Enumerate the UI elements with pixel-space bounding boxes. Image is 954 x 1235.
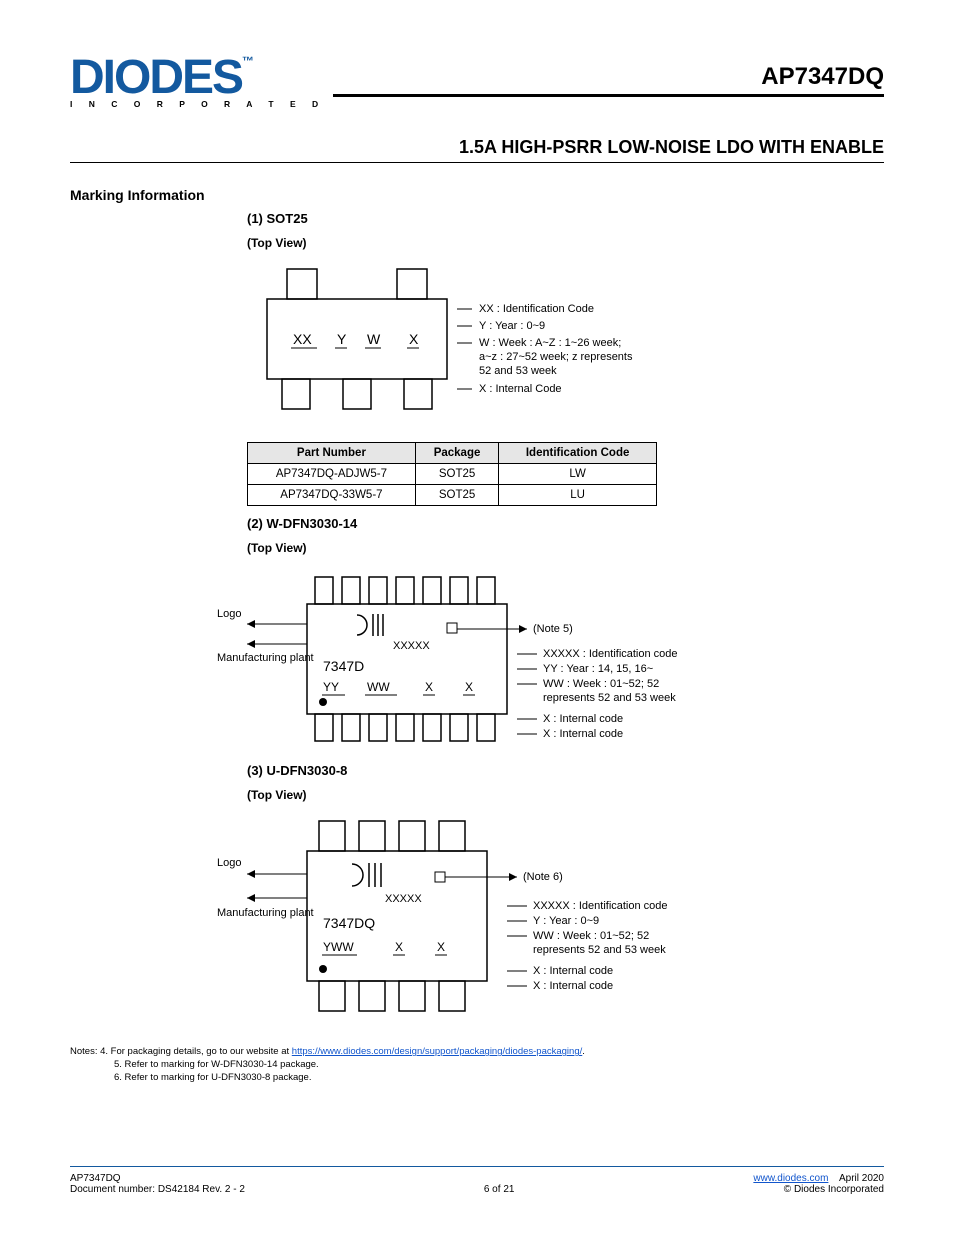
footer-copyright: © Diodes Incorporated (784, 1184, 884, 1195)
note6-text: 6. Refer to marking for U-DFN3030-8 pack… (114, 1072, 311, 1083)
section-marking-info: Marking Information (70, 187, 884, 203)
sot25-code-y: Y (337, 331, 347, 347)
page-footer: AP7347DQ Document number: DS42184 Rev. 2… (70, 1166, 884, 1195)
doc-subtitle: 1.5A HIGH-PSRR LOW-NOISE LDO WITH ENABLE (70, 137, 884, 163)
wdfn14-legend-1: YY : Year : 14, 15, 16~ (543, 663, 653, 675)
wdfn14-part: 7347D (323, 658, 364, 674)
section-sot25: (1) SOT25 (Top View) XX Y W X (247, 211, 707, 506)
sot25-legend-5: X : Internal Code (479, 383, 562, 395)
th-code: Identification Code (499, 443, 657, 464)
sot25-topview: (Top View) (247, 236, 707, 250)
sot25-legend-0: XX : Identification Code (479, 303, 594, 315)
udfn8-legend-3: represents 52 and 53 week (533, 944, 666, 956)
udfn8-x2: X (437, 940, 445, 954)
sot25-code-w: W (367, 331, 381, 347)
sot25-code-x: X (409, 331, 419, 347)
wdfn14-x2: X (465, 680, 473, 694)
wdfn14-label: (2) W-DFN3030-14 (247, 516, 707, 531)
udfn8-topview: (Top View) (247, 788, 707, 802)
wdfn14-topview: (Top View) (247, 541, 707, 555)
footer-part: AP7347DQ (70, 1173, 121, 1184)
notes-block: Notes: 4. For packaging details, go to o… (70, 1046, 884, 1084)
udfn8-legend-2: WW : Week : 01~52; 52 (533, 930, 649, 942)
wdfn14-legend-4: X : Internal code (543, 713, 623, 725)
sot25-code-xx: XX (293, 331, 312, 347)
td-part-1: AP7347DQ-33W5-7 (248, 485, 416, 506)
wdfn14-legend-0: XXXXX : Identification code (543, 648, 678, 660)
wdfn14-xxxxx: XXXXX (393, 640, 430, 652)
td-pkg-0: SOT25 (415, 464, 498, 485)
th-part: Part Number (248, 443, 416, 464)
wdfn14-x1: X (425, 680, 433, 694)
note4-text: Notes: 4. For packaging details, go to o… (70, 1046, 292, 1057)
sot25-legend-4: 52 and 53 week (479, 365, 557, 377)
logo-text: DIODES (70, 51, 242, 104)
td-pkg-1: SOT25 (415, 485, 498, 506)
udfn8-diagram: XXXXX 7347DQ YWW X X Logo Manufacturing … (217, 806, 737, 1016)
udfn8-yww: YWW (323, 940, 354, 954)
footer-of: of (489, 1184, 503, 1195)
sot25-diagram: XX Y W X XX : Identification Code Y : Ye… (247, 254, 707, 424)
wdfn14-plant-note: Manufacturing plant (217, 652, 314, 664)
udfn8-legend-1: Y : Year : 0~9 (533, 915, 599, 927)
section-wdfn14: (2) W-DFN3030-14 (Top View) (247, 516, 707, 749)
td-part-0: AP7347DQ-ADJW5-7 (248, 464, 416, 485)
diodes-logo: DIODES™ I N C O R P O R A T E D (70, 56, 325, 109)
udfn8-label: (3) U-DFN3030-8 (247, 763, 707, 778)
footer-site-link[interactable]: www.diodes.com (753, 1173, 828, 1184)
wdfn14-legend-3: represents 52 and 53 week (543, 692, 676, 704)
wdfn14-ww: WW (367, 680, 390, 694)
footer-date: April 2020 (839, 1173, 884, 1184)
logo-tm: ™ (242, 54, 252, 68)
udfn8-legend-0: XXXXX : Identification code (533, 900, 668, 912)
wdfn14-yy: YY (323, 680, 339, 694)
sot25-table: Part Number Package Identification Code … (247, 442, 657, 506)
udfn8-logo-note: Logo (217, 857, 241, 869)
th-pkg: Package (415, 443, 498, 464)
sot25-legend-1: Y : Year : 0~9 (479, 320, 545, 332)
table-header-row: Part Number Package Identification Code (248, 443, 657, 464)
page-header: DIODES™ I N C O R P O R A T E D AP7347DQ (70, 56, 884, 109)
udfn8-legend-4: X : Internal code (533, 965, 613, 977)
wdfn14-legend-2: WW : Week : 01~52; 52 (543, 678, 659, 690)
udfn8-legend-5: X : Internal code (533, 980, 613, 992)
udfn8-part: 7347DQ (323, 915, 375, 931)
wdfn14-diagram: XXXXX 7347D YY WW X X Logo Manufacturing… (217, 559, 737, 749)
note5-text: 5. Refer to marking for W-DFN3030-14 pac… (114, 1059, 319, 1070)
part-number: AP7347DQ (761, 63, 884, 91)
footer-docnum: Document number: DS42184 Rev. 2 - 2 (70, 1184, 245, 1195)
sot25-legend-2: W : Week : A~Z : 1~26 week; (479, 337, 621, 349)
table-row: AP7347DQ-33W5-7 SOT25 LU (248, 485, 657, 506)
td-code-0: LW (499, 464, 657, 485)
wdfn14-legend-5: X : Internal code (543, 728, 623, 740)
footer-total: 21 (503, 1184, 514, 1195)
udfn8-xxxxx: XXXXX (385, 893, 422, 905)
udfn8-x1: X (395, 940, 403, 954)
svg-text:(Note 5): (Note 5) (533, 623, 573, 635)
title-rule: AP7347DQ (333, 94, 884, 97)
svg-text:(Note 6): (Note 6) (523, 871, 563, 883)
sot25-legend-3: a~z : 27~52 week; z represents (479, 351, 633, 363)
packaging-link[interactable]: https://www.diodes.com/design/support/pa… (292, 1046, 582, 1057)
wdfn14-logo-note: Logo (217, 608, 241, 620)
sot25-label: (1) SOT25 (247, 211, 707, 226)
table-row: AP7347DQ-ADJW5-7 SOT25 LW (248, 464, 657, 485)
td-code-1: LU (499, 485, 657, 506)
udfn8-plant-note: Manufacturing plant (217, 907, 314, 919)
section-udfn8: (3) U-DFN3030-8 (Top View) X X (247, 763, 707, 1016)
logo-subtext: I N C O R P O R A T E D (70, 99, 325, 109)
